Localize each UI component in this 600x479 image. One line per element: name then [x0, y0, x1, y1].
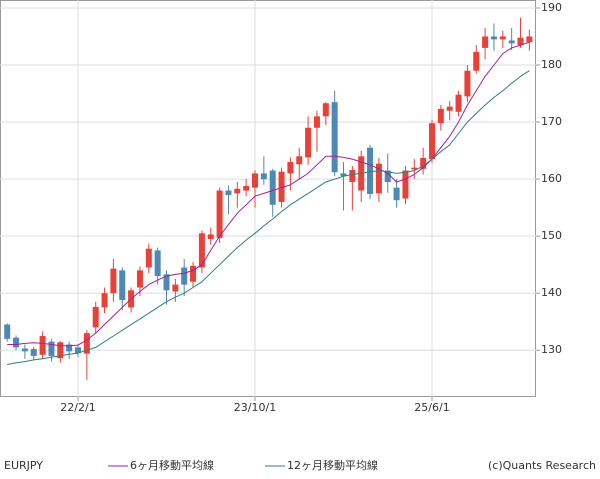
candle-body [278, 171, 285, 202]
candle-body [83, 333, 90, 354]
candle-body [420, 158, 427, 169]
candle-body [260, 173, 267, 180]
candle-body [340, 173, 347, 177]
candle-body [499, 36, 506, 40]
candle-body [207, 234, 214, 239]
candle-body [13, 337, 20, 348]
candle-body [21, 348, 28, 352]
ma-line [7, 70, 530, 365]
candle-body [190, 265, 197, 282]
y-tick-label: 170 [541, 115, 562, 128]
candle-body [145, 248, 152, 268]
candle-body [384, 170, 391, 182]
y-tick-label: 140 [541, 286, 562, 299]
candle-body [313, 116, 320, 128]
candle-body [39, 335, 46, 355]
candle-body [4, 324, 11, 339]
candle-body [375, 163, 382, 194]
candle-body [181, 267, 188, 285]
candle-body [101, 293, 108, 308]
candle-body [367, 147, 374, 194]
candle-body [30, 349, 37, 356]
plot-frame [0, 0, 536, 397]
candle-body [473, 51, 480, 71]
candle-body [305, 127, 312, 158]
candle-body [110, 268, 117, 294]
candle-body [198, 233, 205, 268]
candle-body [57, 342, 64, 359]
candle-body [411, 167, 418, 170]
candle-body [322, 103, 329, 117]
y-tick-label: 190 [541, 1, 562, 14]
candle-body [136, 270, 143, 288]
candle-body [455, 94, 462, 112]
candle-body [482, 36, 489, 48]
candle-body [508, 40, 515, 44]
candle-body [429, 123, 435, 160]
candle-body [393, 187, 400, 201]
candle-body [287, 161, 294, 174]
candle-body [163, 274, 170, 291]
y-tick-label: 180 [541, 58, 562, 71]
candle-body [490, 36, 497, 40]
candle-body [154, 250, 161, 277]
candle-body [75, 347, 81, 354]
candle-body [296, 156, 303, 165]
candle-body [66, 344, 73, 352]
candle-body [526, 36, 533, 43]
candle-body [225, 190, 232, 196]
candle-body [446, 106, 453, 111]
candle-body [464, 70, 471, 97]
x-tick-label: 23/10/1 [234, 401, 276, 414]
legend-ohlc: EURJPY [4, 459, 43, 472]
y-tick-label: 130 [541, 343, 562, 356]
candle-body [172, 284, 179, 292]
legend-label: 6ヶ月移動平均線 [130, 458, 214, 472]
candle-body [234, 188, 241, 194]
candle-body [243, 185, 250, 191]
copyright: (c)Quants Research [488, 459, 596, 472]
candle-body [252, 173, 258, 188]
legend-label: 12ヶ月移動平均線 [287, 458, 378, 472]
candle-body [349, 169, 356, 182]
x-tick-label: 25/6/1 [414, 401, 449, 414]
candle-body [216, 190, 223, 238]
candle-body [92, 306, 99, 328]
candle-body [517, 37, 524, 46]
y-tick-label: 160 [541, 172, 562, 185]
y-tick-label: 150 [541, 229, 562, 242]
candle-body [437, 108, 444, 124]
candle-body [402, 170, 409, 199]
candle-body [48, 341, 55, 356]
x-tick-label: 22/2/1 [60, 401, 95, 414]
candle-body [119, 270, 126, 301]
candle-body [269, 170, 276, 205]
ma-line [7, 41, 530, 347]
candle-body [331, 102, 338, 173]
